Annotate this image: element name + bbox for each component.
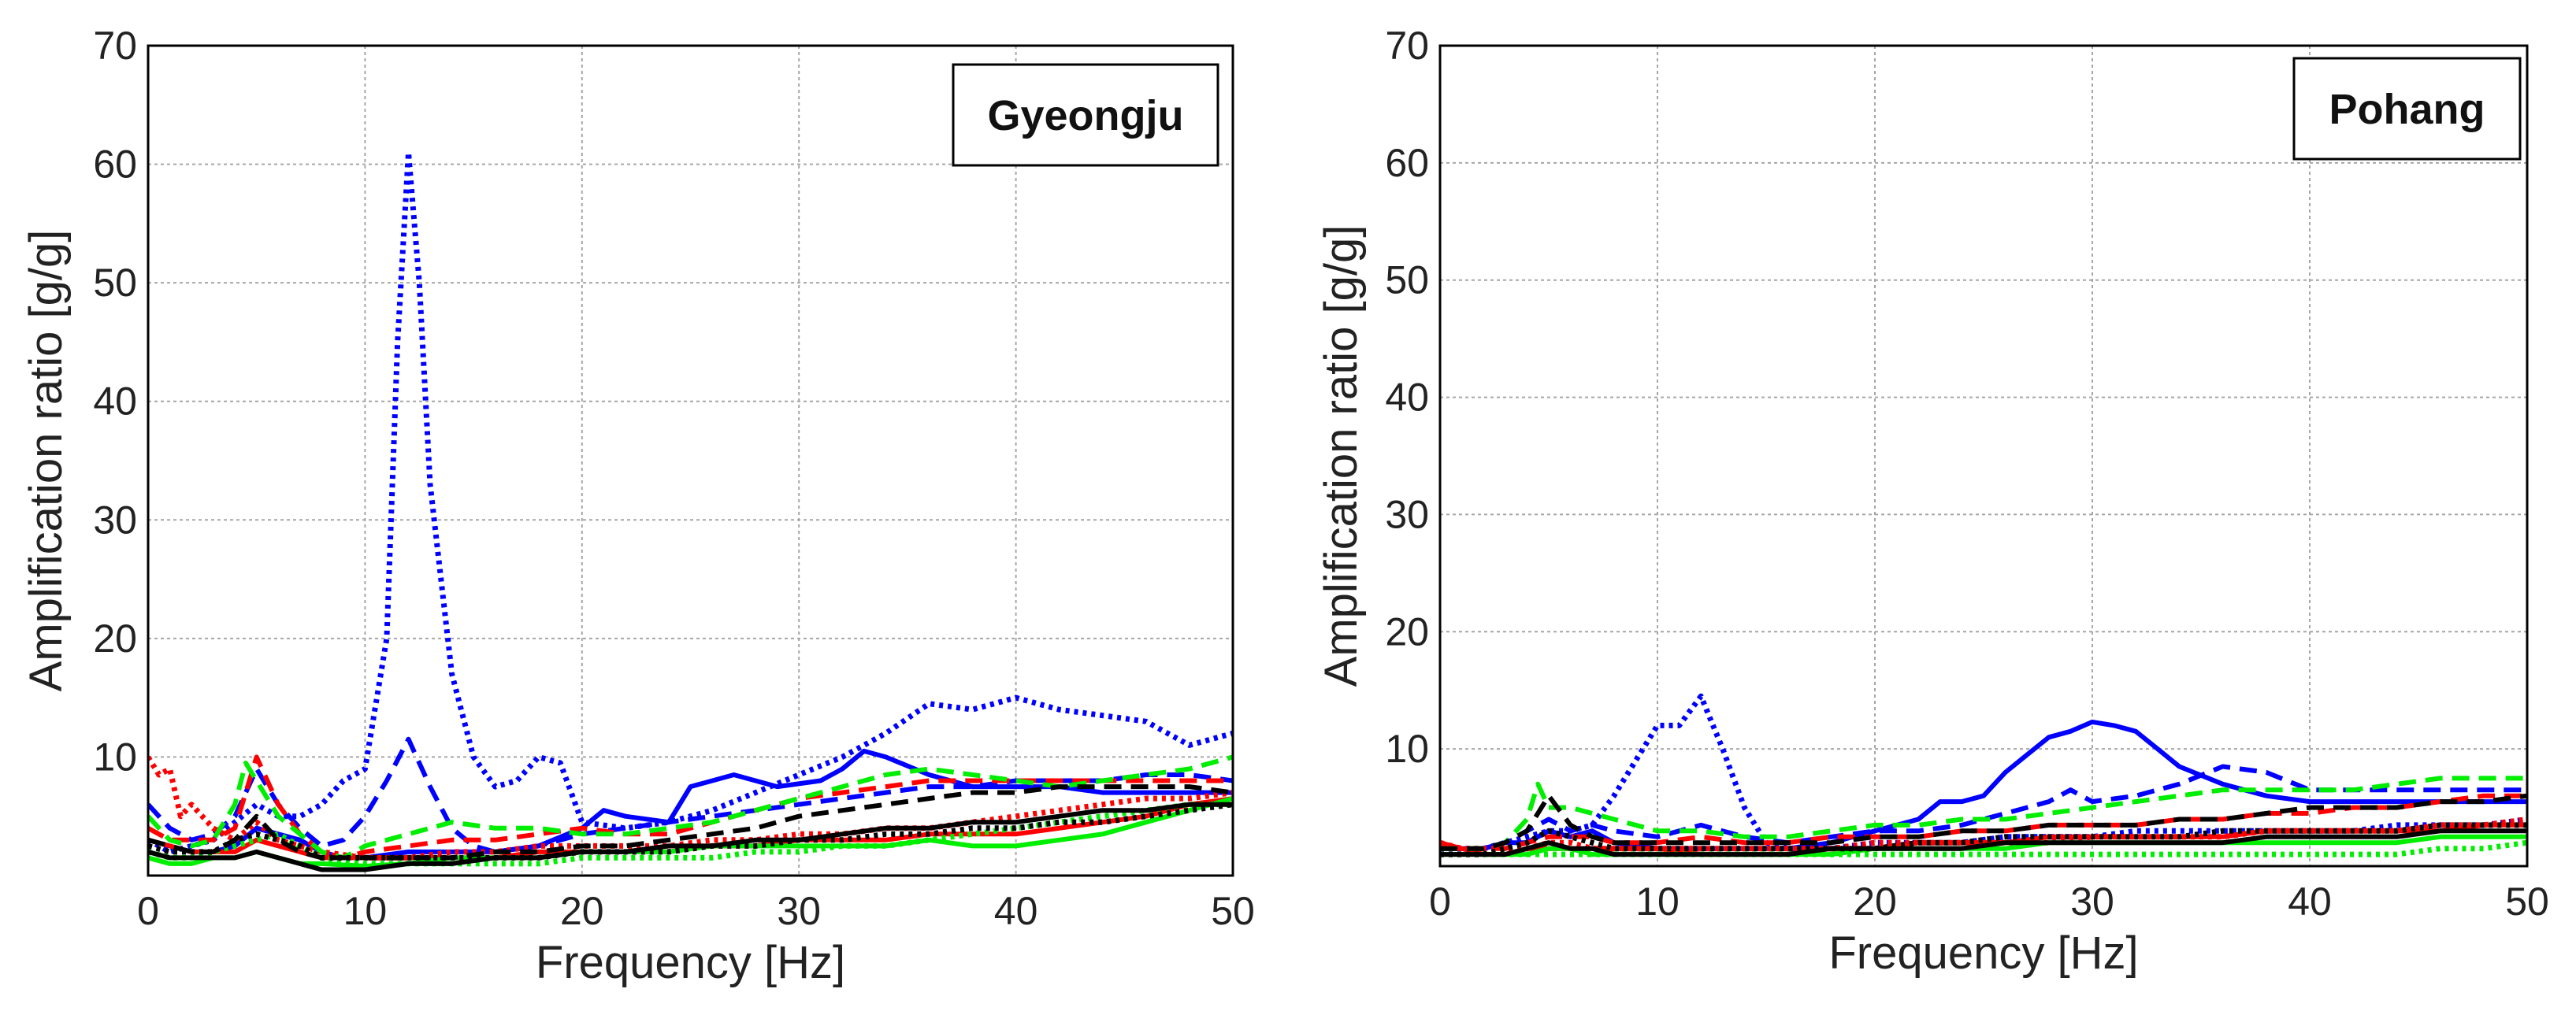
x-tick-label: 50	[2505, 880, 2549, 924]
y-tick-label: 40	[1385, 376, 1429, 420]
chart-panel-1: 0 10 20 30 40 50 10 20 30 40 50 60 70 Frequency [Hz] A…	[20, 24, 1255, 988]
x-tick-label: 10	[343, 889, 388, 933]
series-line-blue-dashed	[1440, 764, 2527, 851]
y-tick-label: 20	[93, 617, 137, 661]
y-tick-label: 10	[1385, 727, 1429, 771]
series-line-green-dotted	[148, 802, 1233, 867]
series-group	[148, 150, 1233, 872]
series-line-red-dashed	[148, 754, 1233, 861]
legend-box	[952, 63, 1219, 167]
y-axis-label: Amplification ratio [g/g]	[20, 230, 72, 692]
chart-panel-2: 0 10 20 30 40 50 10 20 30 40 50 60 70 Frequency [Hz] A…	[1316, 24, 2549, 979]
y-tick-label: 30	[93, 498, 137, 542]
x-tick-label: 0	[1429, 880, 1451, 924]
y-tick-label: 10	[93, 735, 137, 779]
series-line-green-dashed	[1440, 776, 2527, 851]
x-tick-label: 40	[994, 889, 1038, 933]
series-line-blue-dotted	[148, 150, 1233, 855]
y-axis-label: Amplification ratio [g/g]	[1316, 225, 1367, 687]
chart-title: Gyeongju	[987, 92, 1183, 139]
series-line-black-solid	[1440, 828, 2527, 857]
chart-title: Pohang	[2329, 86, 2485, 133]
y-tick-label: 60	[1385, 141, 1429, 185]
series-line-green-dashed	[148, 754, 1233, 861]
y-tick-label: 70	[93, 24, 137, 68]
series-group	[1440, 693, 2527, 857]
plot-frame	[147, 44, 1234, 877]
series-line-black-dotted	[1440, 822, 2527, 857]
y-tick-label: 20	[1385, 609, 1429, 654]
x-tick-label: 0	[137, 889, 159, 933]
series-line-black-solid	[148, 802, 1233, 872]
x-tick-label: 20	[560, 889, 604, 933]
series-line-red-dotted	[148, 755, 1233, 861]
x-tick-label: 30	[2070, 880, 2114, 924]
x-tick-label: 40	[2288, 880, 2332, 924]
x-axis-label: Frequency [Hz]	[536, 937, 845, 988]
y-tick-label: 30	[1385, 492, 1429, 536]
series-line-green-dotted	[1440, 839, 2527, 857]
x-tick-label: 50	[1211, 889, 1255, 933]
y-tick-label: 60	[93, 143, 137, 187]
y-tick-label: 50	[1385, 258, 1429, 302]
x-tick-label: 30	[777, 889, 821, 933]
series-line-black-dashed	[148, 784, 1233, 861]
y-tick-label: 40	[93, 380, 137, 424]
series-line-black-dotted	[148, 802, 1233, 861]
series-line-black-dashed	[1440, 793, 2527, 851]
legend-box	[2292, 57, 2522, 161]
x-axis-label: Frequency [Hz]	[1828, 928, 2138, 979]
y-tick-label: 70	[1385, 24, 1429, 68]
x-tick-label: 10	[1635, 880, 1680, 924]
plot-frame	[1438, 44, 2529, 868]
x-tick-label: 20	[1853, 880, 1897, 924]
y-tick-label: 50	[93, 261, 137, 305]
